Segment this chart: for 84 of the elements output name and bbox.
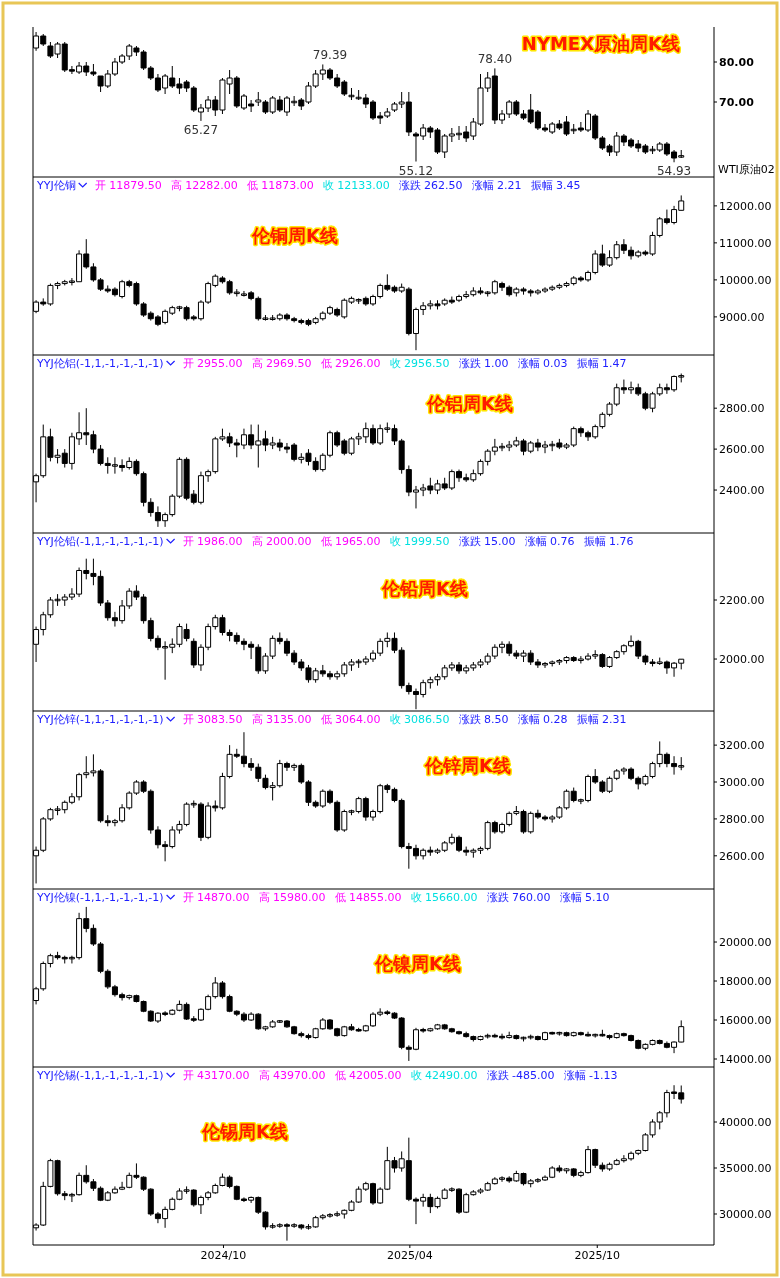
x-tick-label: 2025/10 xyxy=(574,1249,621,1262)
annotation: 开 3083.50 xyxy=(182,713,243,726)
annotation: 开 11879.50 xyxy=(94,179,162,192)
annotation: 涨幅 0.03 xyxy=(517,357,568,370)
annotation: 涨跌 8.50 xyxy=(458,713,509,726)
annotation: 低 14855.00 xyxy=(334,891,402,904)
annotation: 收 42490.00 xyxy=(410,1069,478,1082)
y-tick-label: 2800.00 xyxy=(719,812,765,826)
y-tick-label: 2800.00 xyxy=(719,402,765,416)
annotation: 涨幅 5.10 xyxy=(559,891,610,904)
text: 伦铝周K线 xyxy=(426,393,513,414)
annotation: 涨幅 -1.13 xyxy=(563,1069,618,1082)
text: 伦铅周K线 xyxy=(381,578,468,599)
annotation: 涨跌 1.00 xyxy=(458,357,509,370)
chart-subtitle: YYJ伦铅(-1,1,-1,-1,-1,-1) xyxy=(36,535,164,548)
y-tick-label: 9000.00 xyxy=(719,310,765,324)
chart-subtitle: YYJ伦镍(-1,1,-1,-1,-1,-1) xyxy=(36,891,164,904)
annotation: 涨幅 0.28 xyxy=(517,713,568,726)
y-tick-label: 3000.00 xyxy=(719,776,765,790)
annotation: 涨跌 15.00 xyxy=(458,535,516,548)
y-tick-label: 2600.00 xyxy=(719,443,765,457)
annotation: 收 1999.50 xyxy=(389,535,450,548)
annotation: 高 3135.00 xyxy=(251,713,312,726)
x-tick-label: 2024/10 xyxy=(200,1249,247,1262)
text: 伦锡周K线 xyxy=(201,1121,288,1142)
chart-title: NYMEX原油周K线 xyxy=(521,33,680,54)
text: WTI原油02 xyxy=(718,163,775,176)
annotation: 开 43170.00 xyxy=(182,1069,250,1082)
annotation: 开 2955.00 xyxy=(182,357,243,370)
annotation: 55.12 xyxy=(398,163,434,178)
annotation: 收 15660.00 xyxy=(410,891,478,904)
chart-subtitle: YYJ伦铝(-1,1,-1,-1,-1,-1) xyxy=(36,357,164,370)
annotation: 振幅 1.47 xyxy=(576,357,627,370)
y-tick-label: 2000.00 xyxy=(719,653,765,667)
y-tick-label: 70.00 xyxy=(719,96,755,109)
y-tick-label: 80.00 xyxy=(719,56,755,69)
annotation: 振幅 3.45 xyxy=(530,179,581,192)
text: 伦铜周K线 xyxy=(251,225,338,246)
y-tick-label: 2600.00 xyxy=(719,849,765,863)
annotation: 收 3086.50 xyxy=(389,713,450,726)
chart-subtitle: YYJ伦锌(-1,1,-1,-1,-1,-1) xyxy=(36,713,164,726)
annotation: 开 14870.00 xyxy=(182,891,250,904)
chart-subtitle: YYJ伦铜 xyxy=(36,179,76,192)
annotation: 涨跌 262.50 xyxy=(398,179,463,192)
annotation: 收 2956.50 xyxy=(389,357,450,370)
annotation: 涨幅 2.21 xyxy=(471,179,522,192)
y-tick-label: 30000.00 xyxy=(719,1208,772,1221)
y-tick-label: 40000.00 xyxy=(719,1116,772,1130)
text: 伦镍周K线 xyxy=(374,953,461,974)
y-tick-label: 16000.00 xyxy=(719,1014,772,1028)
annotation: 收 12133.00 xyxy=(322,179,390,192)
y-tick-label: 11000.00 xyxy=(719,236,772,250)
y-tick-label: 14000.00 xyxy=(719,1053,772,1067)
annotation: 54.93 xyxy=(656,164,692,179)
annotation: 高 12282.00 xyxy=(170,179,238,192)
annotation: 低 42005.00 xyxy=(334,1069,402,1082)
y-tick-label: 35000.00 xyxy=(719,1162,772,1175)
x-tick-label: 2025/04 xyxy=(387,1249,433,1262)
annotation: 振幅 1.76 xyxy=(583,535,634,548)
annotation: 涨幅 0.76 xyxy=(524,535,575,548)
annotation: 低 3064.00 xyxy=(320,713,381,726)
y-tick-label: 2400.00 xyxy=(719,484,765,498)
annotation: 低 2926.00 xyxy=(320,357,381,370)
annotation: 涨跌 760.00 xyxy=(486,891,551,904)
annotation: 低 1965.00 xyxy=(320,535,381,548)
annotation: 高 43970.00 xyxy=(258,1069,326,1082)
annotation: 低 11873.00 xyxy=(246,179,314,192)
y-tick-label: 10000.00 xyxy=(719,273,772,287)
annotation: 振幅 2.31 xyxy=(576,713,627,726)
y-tick-label: 20000.00 xyxy=(719,936,772,950)
chart-subtitle: YYJ伦锡(-1,1,-1,-1,-1,-1) xyxy=(36,1069,164,1082)
annotation: 高 2000.00 xyxy=(251,535,312,548)
y-tick-label: 3200.00 xyxy=(719,739,765,753)
annotation: 78.40 xyxy=(477,52,513,67)
y-tick-label: 18000.00 xyxy=(719,975,772,989)
y-tick-label: 12000.00 xyxy=(719,199,772,213)
annotation: 高 15980.00 xyxy=(258,891,326,904)
y-tick-label: 2200.00 xyxy=(719,594,765,608)
annotation: 79.39 xyxy=(312,48,348,63)
annotation: 65.27 xyxy=(183,122,219,137)
text: 伦锌周K线 xyxy=(424,755,511,776)
annotation: 开 1986.00 xyxy=(182,535,243,548)
annotation: 高 2969.50 xyxy=(251,357,312,370)
annotation: 涨跌 -485.00 xyxy=(486,1069,555,1082)
